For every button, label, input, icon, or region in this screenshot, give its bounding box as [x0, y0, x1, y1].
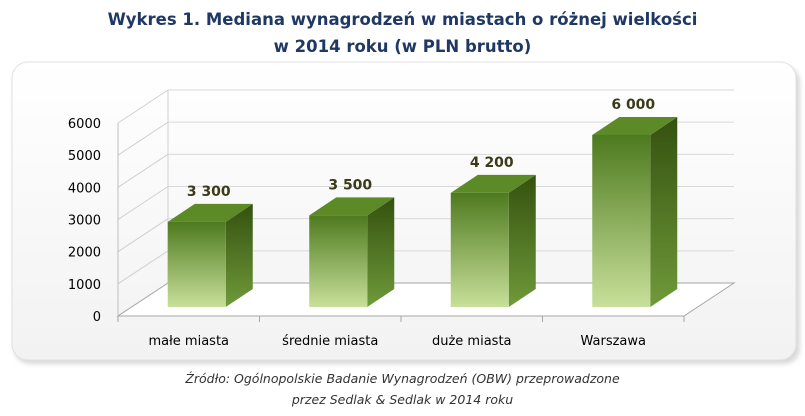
- y-tick-label: 2000: [68, 246, 101, 261]
- source-line-2: przez Sedlak & Sedlak w 2014 roku: [291, 392, 514, 407]
- gridline-side: [117, 218, 169, 253]
- bar-front: [167, 221, 226, 307]
- y-tick-label: 1000: [68, 278, 101, 293]
- bar-front: [450, 192, 509, 307]
- y-axis: 0 1000 2000 3000 4000 5000 6000: [68, 117, 119, 325]
- y-tick-label: 0: [93, 310, 101, 325]
- chart-title-line-1: Wykres 1. Mediana wynagrodzeń w miastach…: [107, 10, 698, 29]
- bar-value-label: 3 500: [328, 177, 372, 193]
- source-line-1: Źródło: Ogólnopolskie Badanie Wynagrodze…: [185, 371, 620, 386]
- bar-front: [592, 135, 651, 307]
- bar-top: [167, 203, 253, 222]
- x-tick-label: Warszawa: [581, 334, 647, 349]
- bar: 6 000: [592, 97, 678, 307]
- gridline-side: [117, 186, 169, 220]
- bars: 3 300 3 500 4 200 6 000: [167, 97, 678, 307]
- bar-side: [367, 197, 395, 307]
- bar: 4 200: [450, 155, 536, 307]
- bar-value-label: 4 200: [470, 155, 514, 171]
- x-tick-label: małe miasta: [148, 334, 229, 349]
- bar: 3 300: [167, 184, 253, 307]
- y-tick-label: 3000: [68, 214, 101, 229]
- y-tick-label: 4000: [68, 181, 101, 196]
- gridline-side: [117, 89, 169, 124]
- bar: 3 500: [309, 177, 395, 307]
- bar-value-label: 3 300: [187, 184, 231, 200]
- y-tick-label: 6000: [68, 117, 101, 132]
- bar-side: [508, 174, 536, 307]
- x-axis: małe miasta średnie miasta duże miasta Wars…: [117, 316, 685, 349]
- x-tick-label: średnie miasta: [282, 334, 378, 349]
- x-tick-label: duże miasta: [432, 334, 512, 349]
- gridline-side: [117, 121, 169, 156]
- bar-top: [309, 197, 395, 216]
- bar-side: [650, 117, 678, 307]
- floor-plane: [116, 282, 736, 317]
- bar-top: [592, 117, 678, 135]
- chart-title: Wykres 1. Mediana wynagrodzeń w miastach…: [0, 6, 805, 60]
- y-tick-label: 5000: [68, 149, 101, 164]
- gridline-side: [117, 250, 169, 285]
- bar-front: [309, 215, 368, 307]
- bar-value-label: 6 000: [611, 97, 655, 113]
- chart-floor: [116, 282, 736, 317]
- chart-title-line-2: w 2014 roku (w PLN brutto): [273, 37, 532, 56]
- bar-top: [450, 174, 536, 193]
- bar-side: [225, 203, 253, 307]
- gridline-side: [117, 153, 169, 188]
- source-note: Źródło: Ogólnopolskie Badanie Wynagrodze…: [0, 368, 805, 410]
